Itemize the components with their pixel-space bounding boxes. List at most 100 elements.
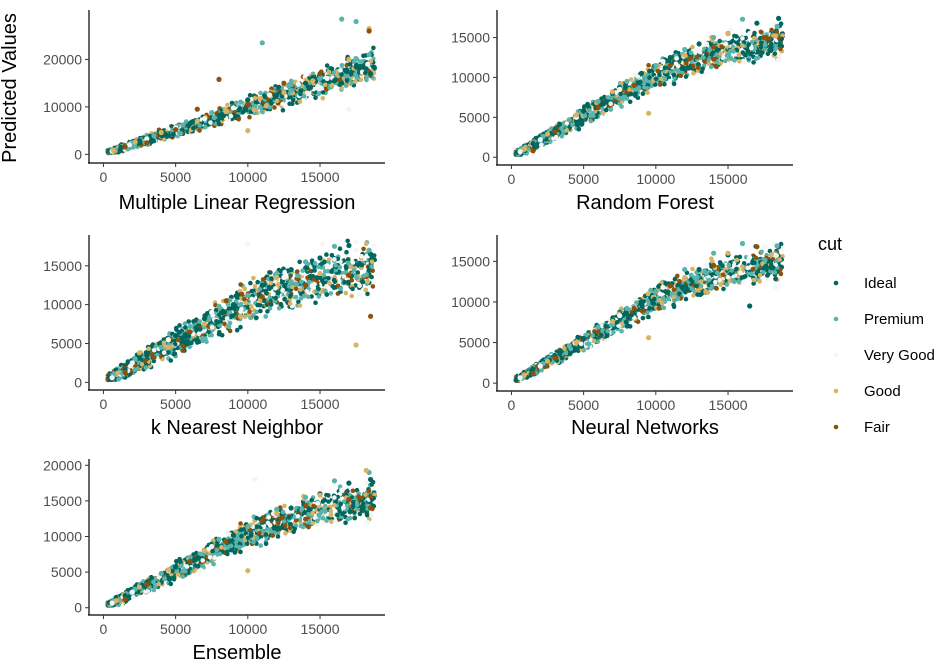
point-ideal xyxy=(144,352,150,358)
point-premium xyxy=(177,130,182,136)
point-good xyxy=(740,43,745,48)
point-premium xyxy=(116,377,121,382)
point-premium xyxy=(701,55,706,60)
point-good xyxy=(115,370,121,376)
point-fair xyxy=(595,105,601,111)
point-very-good xyxy=(675,63,681,69)
x-tick-label: 0 xyxy=(100,169,108,185)
point-very-good xyxy=(747,30,753,37)
point-ideal xyxy=(671,72,677,78)
point-premium xyxy=(209,110,215,116)
point-very-good xyxy=(359,253,364,259)
point-ideal xyxy=(372,64,377,70)
point-ideal xyxy=(317,255,323,261)
point-premium xyxy=(203,124,208,130)
point-ideal xyxy=(280,108,286,113)
point-premium xyxy=(312,261,318,266)
point-premium xyxy=(645,86,650,91)
point-ideal xyxy=(734,34,739,39)
point-ideal xyxy=(273,295,279,301)
point-very-good xyxy=(245,241,251,247)
point-premium xyxy=(197,123,202,128)
point-good xyxy=(223,109,229,115)
point-ideal xyxy=(290,101,295,107)
point-ideal xyxy=(183,325,188,330)
point-good xyxy=(251,107,257,113)
point-very-good xyxy=(324,283,329,289)
point-fair xyxy=(368,313,374,319)
point-good xyxy=(725,30,731,37)
point-ideal xyxy=(743,52,748,58)
point-premium xyxy=(351,267,357,273)
point-ideal xyxy=(230,302,236,308)
point-premium xyxy=(595,98,601,104)
point-fair xyxy=(303,282,309,288)
point-ideal xyxy=(187,120,193,127)
y-axis-title: Predicted Values xyxy=(0,13,21,163)
point-fair xyxy=(678,73,683,79)
point-ideal xyxy=(189,340,194,346)
point-good xyxy=(161,137,167,142)
point-very-good xyxy=(350,260,356,265)
point-premium xyxy=(132,367,138,373)
point-fair xyxy=(223,298,229,304)
point-very-good xyxy=(692,50,698,55)
point-ideal xyxy=(647,75,652,80)
point-ideal xyxy=(315,286,321,291)
point-premium xyxy=(731,49,736,54)
point-fair xyxy=(684,61,689,66)
point-ideal xyxy=(765,51,771,56)
point-premium xyxy=(331,243,338,249)
point-ideal xyxy=(229,100,235,106)
point-ideal xyxy=(628,91,633,97)
point-good xyxy=(258,95,264,101)
point-very-good xyxy=(310,282,316,288)
point-premium xyxy=(143,365,149,370)
point-very-good xyxy=(776,57,782,63)
point-fair xyxy=(370,284,376,289)
point-ideal xyxy=(216,121,222,127)
point-premium xyxy=(559,134,565,139)
point-ideal xyxy=(759,40,764,46)
point-ideal xyxy=(636,80,641,86)
point-premium xyxy=(289,82,294,87)
point-ideal xyxy=(313,95,318,100)
point-good xyxy=(136,350,143,356)
point-ideal xyxy=(600,100,605,106)
point-ideal xyxy=(754,20,760,26)
point-ideal xyxy=(324,63,330,68)
point-ideal xyxy=(186,334,192,339)
point-ideal xyxy=(177,323,182,328)
point-ideal xyxy=(347,62,353,67)
point-premium xyxy=(300,268,306,273)
point-ideal xyxy=(343,69,349,74)
point-premium xyxy=(294,282,300,287)
point-good xyxy=(363,241,369,247)
point-premium xyxy=(263,314,269,319)
point-premium xyxy=(763,43,768,48)
point-good xyxy=(242,314,248,320)
point-premium xyxy=(317,75,323,81)
point-premium xyxy=(337,265,343,270)
point-premium xyxy=(293,294,299,300)
point-premium xyxy=(619,104,624,109)
point-good xyxy=(310,78,316,84)
point-very-good xyxy=(723,41,729,47)
point-ideal xyxy=(368,71,374,77)
point-ideal xyxy=(229,313,234,319)
point-premium xyxy=(158,344,164,350)
point-premium xyxy=(343,83,349,88)
point-premium xyxy=(316,91,322,97)
point-ideal xyxy=(603,107,609,113)
point-premium xyxy=(364,272,370,277)
point-ideal xyxy=(274,92,280,98)
point-fair xyxy=(236,117,241,122)
point-ideal xyxy=(760,50,765,55)
point-very-good xyxy=(320,295,326,300)
point-premium xyxy=(260,109,265,115)
point-premium xyxy=(259,40,265,46)
point-very-good xyxy=(129,360,135,366)
point-good xyxy=(252,95,258,101)
point-very-good xyxy=(353,247,359,253)
